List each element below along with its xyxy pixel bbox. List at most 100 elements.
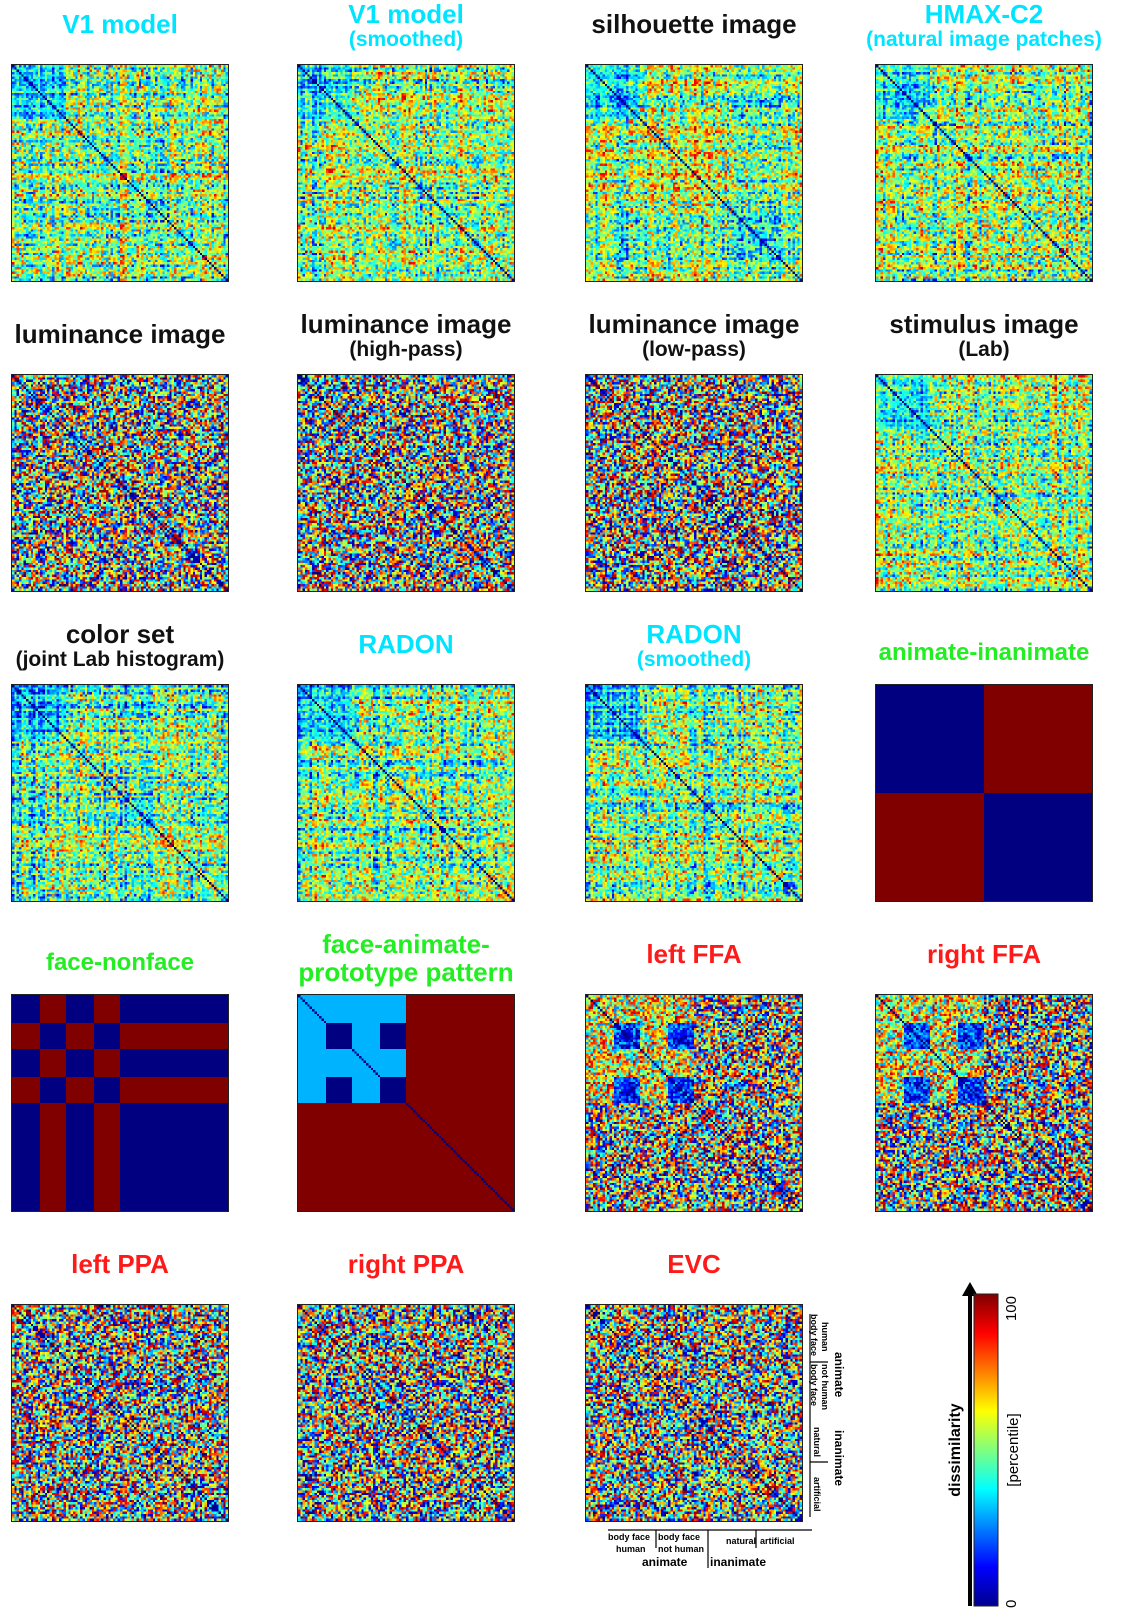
rdm-title: luminance image	[588, 309, 800, 339]
colorbar-min-label: 0	[1003, 1600, 1020, 1608]
rdm-title: face-animate-	[322, 929, 490, 959]
evc-right-artificial: artificial	[812, 1477, 822, 1512]
rdm-panel: RADON (smoothed)	[564, 620, 824, 930]
rdm-panel: EVC	[564, 1240, 824, 1550]
rdm-matrix	[11, 994, 229, 1212]
rdm-title: RADON	[646, 619, 742, 649]
evc-right-body-1: body	[809, 1314, 819, 1336]
rdm-matrix	[297, 374, 515, 592]
rdm-heatmap	[586, 65, 802, 281]
rdm-panel: silhouette image	[564, 0, 824, 310]
rdm-subtitle: (joint Lab histogram)	[15, 648, 225, 671]
rdm-title: color set	[65, 619, 175, 649]
rdm-panel: HMAX-C2 (natural image patches)	[854, 0, 1114, 310]
colorbar-arrow-shaft	[968, 1294, 972, 1606]
rdm-subtitle: (Lab)	[958, 338, 1010, 361]
rdm-panel: V1 model	[0, 0, 250, 310]
colorbar-axis-label: dissimilarity	[947, 1403, 964, 1496]
rdm-panel: V1 model (smoothed)	[276, 0, 536, 310]
rdm-heatmap	[876, 685, 1092, 901]
rdm-matrix	[875, 994, 1093, 1212]
rdm-heatmap	[876, 65, 1092, 281]
rdm-panel: left PPA	[0, 1240, 250, 1550]
rdm-title: face-nonface	[45, 949, 195, 976]
rdm-title: V1 model	[62, 9, 178, 39]
rdm-title: left PPA	[71, 1249, 169, 1279]
rdm-panel: luminance image (low-pass)	[564, 310, 824, 620]
rdm-panel: face-animate-prototype pattern	[276, 930, 536, 1240]
rdm-title: right FFA	[926, 939, 1042, 969]
evc-right-not-human: not human	[820, 1364, 830, 1410]
rdm-title: EVC	[667, 1249, 721, 1279]
rdm-heatmap	[298, 375, 514, 591]
rdm-matrix	[11, 374, 229, 592]
evc-right-inanimate: inanimate	[832, 1430, 846, 1486]
colorbar-svg: 100 0 dissimilarity [percentile]	[947, 1282, 1022, 1608]
colorbar-unit-label: [percentile]	[1005, 1413, 1022, 1486]
evc-bottom-natural: natural	[726, 1536, 756, 1546]
rdm-heatmap	[12, 995, 228, 1211]
rdm-heatmap	[298, 1305, 514, 1521]
rdm-panel: stimulus image (Lab)	[854, 310, 1114, 620]
rdm-heatmap	[876, 375, 1092, 591]
rdm-heatmap	[298, 65, 514, 281]
rdm-title: luminance image	[14, 319, 226, 349]
evc-right-face-2: face	[809, 1388, 819, 1406]
evc-bottom-inanimate: inanimate	[710, 1555, 766, 1569]
rdm-matrix	[875, 374, 1093, 592]
rdm-subtitle: (low-pass)	[642, 338, 746, 361]
evc-bottom-body-2: body	[658, 1532, 680, 1542]
rdm-title: right PPA	[347, 1249, 465, 1279]
rdm-heatmap	[586, 995, 802, 1211]
rdm-heatmap	[586, 375, 802, 591]
rdm-title: HMAX-C2	[924, 0, 1044, 29]
rdm-subtitle: (natural image patches)	[866, 28, 1102, 51]
evc-bottom-not-human: not human	[658, 1544, 704, 1554]
rdm-heatmap	[12, 65, 228, 281]
rdm-title: left FFA	[646, 939, 742, 969]
rdm-matrix	[875, 64, 1093, 282]
evc-bottom-artificial: artificial	[760, 1536, 795, 1546]
rdm-matrix	[297, 684, 515, 902]
rdm-panel: right FFA	[854, 930, 1114, 1240]
rdm-heatmap	[586, 685, 802, 901]
evc-right-natural: natural	[812, 1427, 822, 1457]
rdm-heatmap	[298, 685, 514, 901]
evc-right-face-1: face	[809, 1338, 819, 1356]
rdm-title: stimulus image	[889, 309, 1079, 339]
evc-right-animate: animate	[832, 1352, 846, 1398]
evc-bottom-human: human	[616, 1544, 646, 1554]
colorbar-arrow-icon	[962, 1282, 978, 1296]
rdm-heatmap	[586, 1305, 802, 1521]
rdm-matrix	[297, 1304, 515, 1522]
rdm-subtitle: (smoothed)	[636, 648, 752, 671]
rdm-matrix	[11, 64, 229, 282]
colorbar: 100 0 dissimilarity [percentile]	[940, 1278, 1060, 1608]
rdm-heatmap	[12, 1305, 228, 1521]
rdm-title: luminance image	[300, 309, 512, 339]
rdm-panel: RADON	[276, 620, 536, 930]
rdm-panel: luminance image	[0, 310, 250, 620]
rdm-matrix	[585, 994, 803, 1212]
evc-bottom-animate: animate	[642, 1555, 688, 1569]
rdm-matrix	[585, 1304, 803, 1522]
rdm-panel: color set (joint Lab histogram)	[0, 620, 250, 930]
evc-bottom-face-2: face	[682, 1532, 700, 1542]
evc-bottom-face-1: face	[632, 1532, 650, 1542]
rdm-matrix	[875, 684, 1093, 902]
rdm-title: animate-inanimate	[878, 639, 1090, 666]
rdm-panel: right PPA	[276, 1240, 536, 1550]
rdm-subtitle: prototype pattern	[298, 957, 514, 987]
rdm-heatmap	[12, 375, 228, 591]
colorbar-gradient	[973, 1293, 999, 1607]
rdm-matrix	[585, 684, 803, 902]
rdm-matrix	[585, 374, 803, 592]
rdm-subtitle: (high-pass)	[349, 338, 463, 361]
evc-bottom-annotations: body face human body face not human natu…	[608, 1529, 812, 1569]
rdm-matrix	[297, 994, 515, 1212]
rdm-heatmap	[298, 995, 514, 1211]
rdm-matrix	[297, 64, 515, 282]
rdm-heatmap	[12, 685, 228, 901]
rdm-panel: luminance image (high-pass)	[276, 310, 536, 620]
rdm-title: V1 model	[348, 0, 464, 29]
